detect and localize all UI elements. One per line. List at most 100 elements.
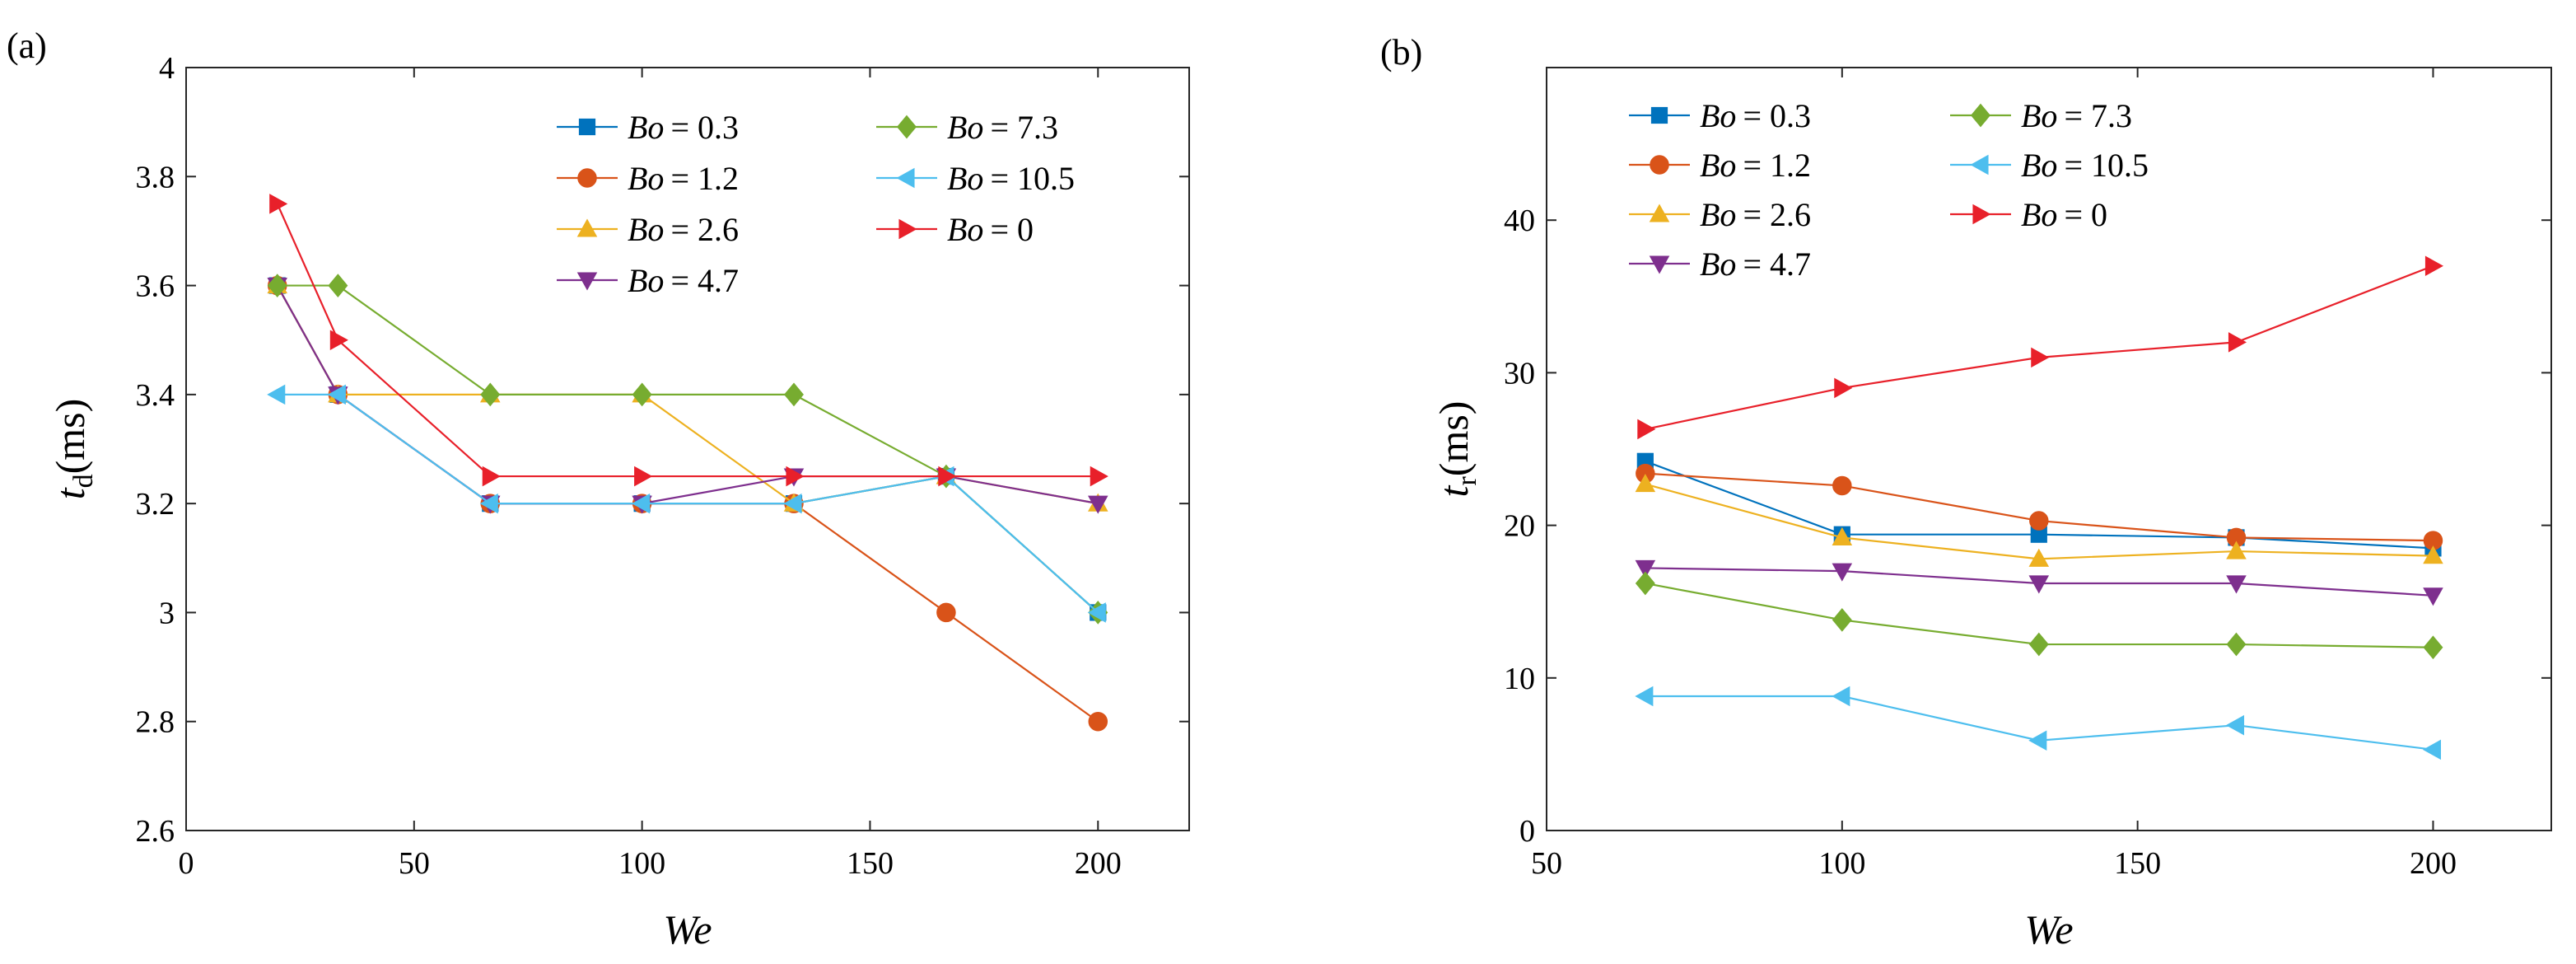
panel-a-y-tick-label: 3.6: [136, 269, 175, 304]
panel-a-legend-entry: Bo = 0: [876, 211, 1034, 248]
panel-a-legend-marker: [898, 218, 917, 240]
panel-b-data-point: [2228, 332, 2247, 353]
panel-b-legend-label: Bo = 10.5: [2021, 147, 2149, 184]
panel-b-legend-entry: Bo = 0: [1950, 196, 2107, 233]
panel-a-y-axis-label-sub: d: [68, 474, 99, 488]
svg-text:td(ms): td(ms): [47, 399, 99, 500]
panel-a-legend-box: [540, 97, 1166, 313]
panel-a-data-point: [1088, 711, 1108, 732]
panel-a-legend-entry: Bo = 2.6: [557, 211, 739, 248]
panel-b-data-point: [1635, 474, 1656, 493]
panel-a-data-point: [634, 466, 653, 487]
panel-b-x-axis-label: We: [2024, 906, 2073, 952]
panel-b-legend-label: Bo = 7.3: [2021, 97, 2132, 134]
panel-a-y-tick-label: 3.8: [136, 160, 175, 194]
panel-a-data-point: [269, 194, 288, 214]
panel-b-data-point: [2028, 548, 2050, 567]
legend-bo-value: = 4.7: [1743, 246, 1811, 283]
panel-a-label: (a): [7, 26, 47, 66]
panel-a-legend-marker: [577, 168, 597, 188]
panel-b-data-point: [2226, 540, 2247, 559]
panel-b-data-point: [1635, 686, 1654, 707]
panel-b-legend-box: [1614, 86, 2240, 302]
panel-a-y-tick-label: 3: [159, 596, 175, 630]
panel-a-legend-label: Bo = 0.3: [628, 109, 739, 146]
panel-b-data-point: [2423, 587, 2443, 606]
panel-a-data-point: [480, 382, 501, 407]
legend-bo-symbol: Bo: [628, 262, 664, 299]
panel-b-data-point: [1832, 686, 1850, 707]
panel-b-legend-marker: [1970, 154, 1989, 175]
panel-a-data-point: [784, 382, 804, 407]
panel-b-data-point: [2225, 714, 2245, 736]
panel-a-legend-entry: Bo = 7.3: [876, 109, 1058, 146]
legend-bo-value: = 10.5: [990, 160, 1075, 197]
panel-b-legend-marker: [1971, 103, 1990, 128]
panel-a-x-axis-label: We: [663, 906, 712, 952]
panel-a-data-point: [1087, 602, 1106, 623]
legend-bo-symbol: Bo: [947, 109, 983, 146]
panel-b-data-point: [2028, 575, 2050, 594]
legend-bo-symbol: Bo: [2021, 147, 2057, 184]
panel-a-data-point: [938, 466, 957, 487]
panel-a-data-point: [783, 493, 802, 514]
panel-a-y-tick-label: 4: [159, 51, 175, 86]
panel-b-y-axis-label: tr(ms): [1430, 401, 1482, 498]
panel-a-data-point: [328, 274, 348, 297]
legend-bo-value: = 4.7: [670, 262, 739, 299]
panel-b-series-5: [1635, 686, 2442, 760]
panel-b-legend-entry: Bo = 2.6: [1629, 196, 1811, 233]
panel-a-data-point: [327, 384, 346, 405]
legend-bo-value: = 0: [990, 211, 1034, 248]
panel-a-x-ticks: 0 50 100 150 200: [179, 68, 1122, 881]
panel-a-y-axis-label: td(ms): [47, 399, 99, 500]
panel-a-x-tick-label: 200: [1075, 846, 1122, 881]
panel-b-series-1: [1636, 463, 2443, 550]
panel-b-data-point: [2028, 730, 2047, 751]
panel-b-y-ticks: 0 10 20 30 40: [1504, 204, 2551, 849]
panel-b-y-tick-label: 40: [1504, 204, 1535, 238]
panel-b-data-point: [1637, 419, 1656, 440]
panel-a-legend-marker: [896, 167, 915, 189]
panel-a: (a) 0 50 100 150 200 2.6 2.8 3 3.2 3.4 3.6 3.8 4 Bo…: [7, 26, 1190, 952]
panel-b-data-point: [1834, 377, 1853, 399]
panel-a-data-point: [1090, 466, 1108, 487]
panel-b-legend-label: Bo = 0.3: [1700, 97, 1811, 134]
panel-a-data-point: [267, 384, 286, 405]
panel-a-legend-marker: [576, 218, 598, 237]
panel-b-y-tick-label: 20: [1504, 509, 1535, 544]
panel-a-y-tick-label: 2.6: [136, 814, 175, 849]
panel-b-legend-entry: Bo = 1.2: [1629, 147, 1811, 184]
panel-a-data-point: [786, 466, 805, 487]
panel-b-series-4: [1635, 571, 2443, 660]
panel-a-y-axis-label-main: t: [47, 487, 93, 499]
panel-b-y-axis-label-unit: (ms): [1430, 401, 1477, 477]
panel-b-y-tick-label: 0: [1519, 814, 1535, 849]
legend-bo-symbol: Bo: [947, 160, 983, 197]
panel-b-legend-marker: [1649, 255, 1670, 274]
legend-bo-value: = 2.6: [1743, 196, 1811, 233]
legend-bo-value: = 10.5: [2064, 147, 2149, 184]
svg-text:tr(ms): tr(ms): [1430, 401, 1482, 498]
panel-b-y-axis-label-sub: r: [1452, 476, 1482, 486]
panel-b-data-point: [2424, 255, 2444, 277]
panel-a-y-ticks: 2.6 2.8 3 3.2 3.4 3.6 3.8 4: [136, 51, 1189, 849]
panel-a-data-point: [479, 493, 498, 514]
panel-a-legend-marker: [576, 272, 598, 291]
panel-b-data-point: [2029, 511, 2049, 531]
panel-b-legend-label: Bo = 1.2: [1700, 147, 1811, 184]
panel-a-x-tick-label: 50: [399, 846, 430, 881]
panel-b-series-6: [1637, 255, 2444, 440]
panel-b-data-point: [2423, 635, 2443, 660]
panel-b-data-point: [1832, 608, 1852, 632]
panel-b-legend-label: Bo = 2.6: [1700, 196, 1811, 233]
panel-b-x-tick-label: 150: [2114, 846, 2161, 881]
legend-bo-symbol: Bo: [1700, 97, 1736, 134]
panel-b-y-tick-label: 30: [1504, 356, 1535, 391]
panel-a-y-tick-label: 3.4: [136, 378, 175, 413]
panel-a-x-tick-label: 150: [847, 846, 894, 881]
panel-b-legend-marker: [1650, 155, 1669, 175]
panel-b-data-point: [2226, 575, 2247, 594]
panel-b-series-3: [1635, 559, 2443, 606]
legend-bo-value: = 0.3: [1743, 97, 1811, 134]
